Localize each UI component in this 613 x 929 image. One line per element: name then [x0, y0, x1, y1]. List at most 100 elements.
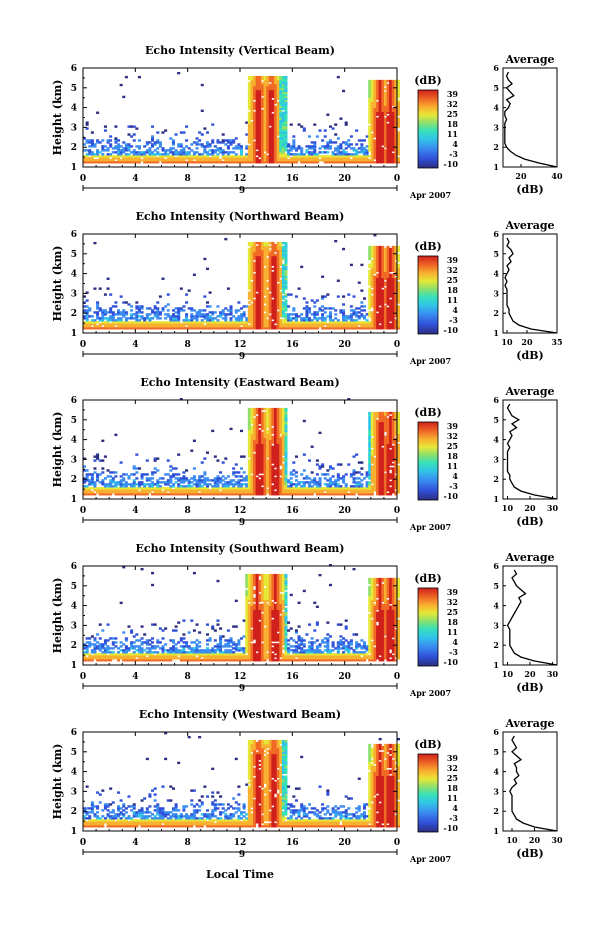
heatmap-cell [373, 103, 377, 107]
heatmap-cell [127, 303, 131, 306]
heatmap-cell [355, 311, 359, 314]
heatmap-cell [96, 453, 100, 456]
heatmap-cell [258, 285, 262, 288]
heatmap-cell [90, 315, 94, 318]
heatmap-cell [263, 109, 267, 112]
heatmap-cell [386, 105, 390, 108]
heatmap-cell [250, 469, 254, 472]
heatmap-cell [266, 295, 270, 298]
heatmap-cell [247, 311, 251, 314]
heatmap-cell [255, 441, 259, 444]
heatmap-cell [310, 141, 314, 144]
heatmap-cell [381, 289, 385, 292]
heatmap-cell [237, 481, 241, 484]
heatmap-cell [263, 417, 267, 421]
heatmap-cell [179, 491, 183, 494]
heatmap-cell [185, 487, 189, 490]
heatmap-cell [281, 87, 285, 91]
heatmap-cell [221, 153, 225, 156]
heatmap-cell [373, 315, 377, 318]
heatmap-cell [287, 325, 291, 328]
heatmap-cell [378, 311, 382, 314]
heatmap-cell [164, 327, 168, 330]
y-tick-label: 5 [71, 84, 77, 94]
heatmap-cells [83, 234, 401, 330]
heatmap-cell [242, 479, 246, 482]
heatmap-cell [279, 303, 283, 306]
heatmap-cell [253, 473, 257, 476]
heatmap-cell [274, 97, 278, 101]
heatmap-cell [274, 413, 278, 417]
heatmap-cell [376, 107, 380, 110]
heatmap-cell [190, 481, 194, 484]
heatmap-cell [137, 311, 141, 314]
heatmap-cell [370, 279, 374, 282]
heatmap-cell [198, 475, 202, 478]
heatmap-cell [260, 277, 264, 280]
heatmap-cell [260, 271, 264, 274]
heatmap-cell [313, 157, 317, 160]
heatmap-cell [305, 311, 309, 314]
heatmap-cell [90, 473, 94, 476]
heatmap-cell [255, 421, 259, 425]
heatmap-cell [192, 439, 196, 442]
heatmap-cell [135, 489, 139, 492]
heatmap-cell [386, 279, 390, 282]
heatmap-cell [127, 487, 131, 490]
heatmap-cell [213, 327, 217, 330]
heatmap-cell [268, 443, 272, 446]
heatmap-cell [260, 437, 264, 440]
heatmap-cell [274, 129, 278, 132]
heatmap-cell [268, 143, 272, 146]
heatmap-cell [274, 269, 278, 273]
heatmap-cell [268, 455, 272, 458]
heatmap-cell [300, 323, 304, 326]
heatmap-cell [397, 323, 401, 326]
heatmap-cell [370, 133, 374, 136]
heatmap-cell [213, 311, 217, 314]
heatmap-cell [192, 141, 196, 144]
heatmap-cell [151, 143, 155, 146]
heatmap-cell [308, 323, 312, 326]
heatmap-cell [357, 151, 361, 154]
heatmap-cell [83, 295, 87, 298]
heatmap-cell [124, 487, 128, 490]
heatmap-cell [174, 493, 178, 496]
heatmap-cell [328, 327, 332, 330]
heatmap-cell [169, 489, 173, 492]
heatmap-cell [284, 277, 288, 280]
heatmap-cell [376, 127, 380, 130]
heatmap-cell [161, 157, 165, 160]
heatmap-cell [260, 253, 264, 257]
heatmap-cell [247, 95, 251, 99]
heatmap-cell [279, 151, 283, 154]
heatmap-cell [263, 309, 267, 312]
heatmap-cell [255, 273, 259, 276]
heatmap-cell [263, 483, 267, 486]
heatmap-cell [279, 295, 283, 298]
heatmap-cell [284, 257, 288, 261]
heatmap-cell [192, 479, 196, 482]
heatmap-cell [266, 409, 270, 413]
heatmap-cell [378, 279, 382, 282]
heatmap-cell [85, 311, 89, 314]
heatmap-cell [397, 89, 401, 93]
heatmap-cells [83, 398, 401, 496]
heatmap-cell [376, 159, 380, 162]
heatmap-cell [158, 491, 162, 494]
heatmap-cell [389, 113, 393, 116]
heatmap-cell [117, 317, 121, 320]
heatmap-cell [156, 491, 160, 494]
heatmap-cell [260, 125, 264, 128]
heatmap-cell [394, 79, 398, 83]
heatmap-cell [274, 141, 278, 144]
heatmap-cell [284, 271, 288, 274]
heatmap-cell [279, 307, 283, 310]
heatmap-cell [114, 301, 118, 304]
heatmap-cell [177, 155, 181, 158]
heatmap-cell [370, 289, 374, 292]
heatmap-cell [200, 323, 204, 326]
heatmap-cell [263, 269, 267, 273]
heatmap-cell [258, 311, 262, 314]
heatmap-cell [274, 153, 278, 156]
